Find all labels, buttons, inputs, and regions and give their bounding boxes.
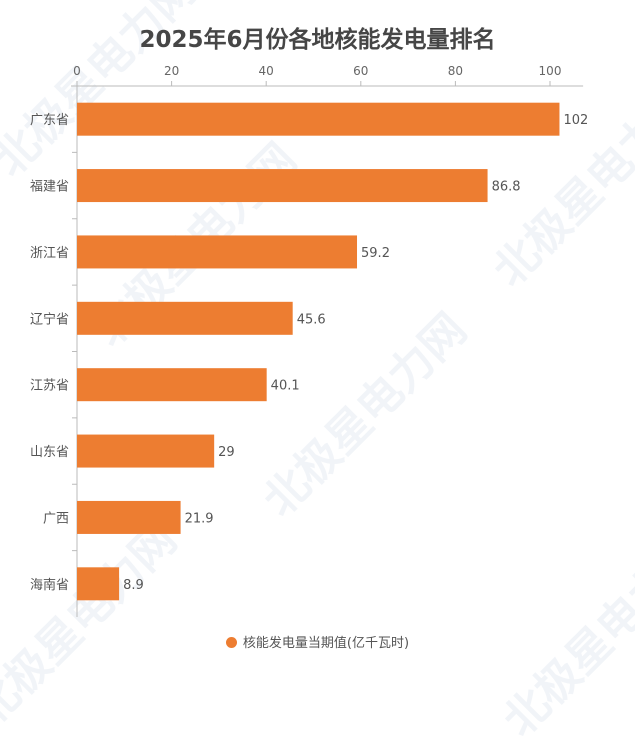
- data-label: 45.6: [297, 312, 326, 327]
- y-tick-label: 浙江省: [30, 246, 69, 261]
- bar: [77, 301, 293, 335]
- bar-chart: 0 20 40 60 80 100 广东省 102 福建省 86.8 浙江省 59.2 辽宁省 45.6 江…: [30, 64, 588, 617]
- chart-title: 2025年6月份各地核能发电量排名: [139, 27, 496, 53]
- x-tick-label: 0: [73, 64, 81, 78]
- y-tick-label: 江苏省: [30, 378, 69, 394]
- y-tick-label: 广西: [43, 511, 69, 526]
- data-label: 86.8: [492, 180, 521, 195]
- bar: [77, 434, 215, 468]
- y-tick-label: 山东省: [30, 445, 69, 460]
- data-label: 29: [218, 445, 235, 460]
- x-tick-label: 60: [353, 64, 368, 78]
- legend-marker: [225, 637, 237, 648]
- y-tick-label: 辽宁省: [30, 311, 69, 327]
- y-tick-label: 海南省: [30, 577, 69, 593]
- data-label: 8.9: [123, 578, 144, 593]
- bar: [77, 500, 181, 534]
- data-label: 59.2: [361, 246, 390, 261]
- bar: [77, 169, 488, 203]
- data-label: 102: [563, 113, 588, 128]
- y-tick-label: 福建省: [30, 180, 69, 195]
- data-label: 21.9: [185, 511, 214, 526]
- bar: [77, 235, 358, 269]
- x-tick-label: 80: [448, 64, 463, 78]
- bar: [77, 368, 267, 402]
- x-tick-label: 40: [259, 64, 274, 78]
- legend-label: 核能发电量当期值(亿千瓦时): [242, 636, 410, 651]
- legend[interactable]: 核能发电量当期值(亿千瓦时): [0, 632, 635, 651]
- bar: [77, 567, 120, 601]
- x-tick-label: 20: [164, 64, 179, 78]
- y-tick-label: 广东省: [30, 113, 69, 128]
- x-tick-label: 100: [539, 64, 562, 78]
- data-label: 40.1: [271, 379, 300, 394]
- bar: [77, 102, 560, 136]
